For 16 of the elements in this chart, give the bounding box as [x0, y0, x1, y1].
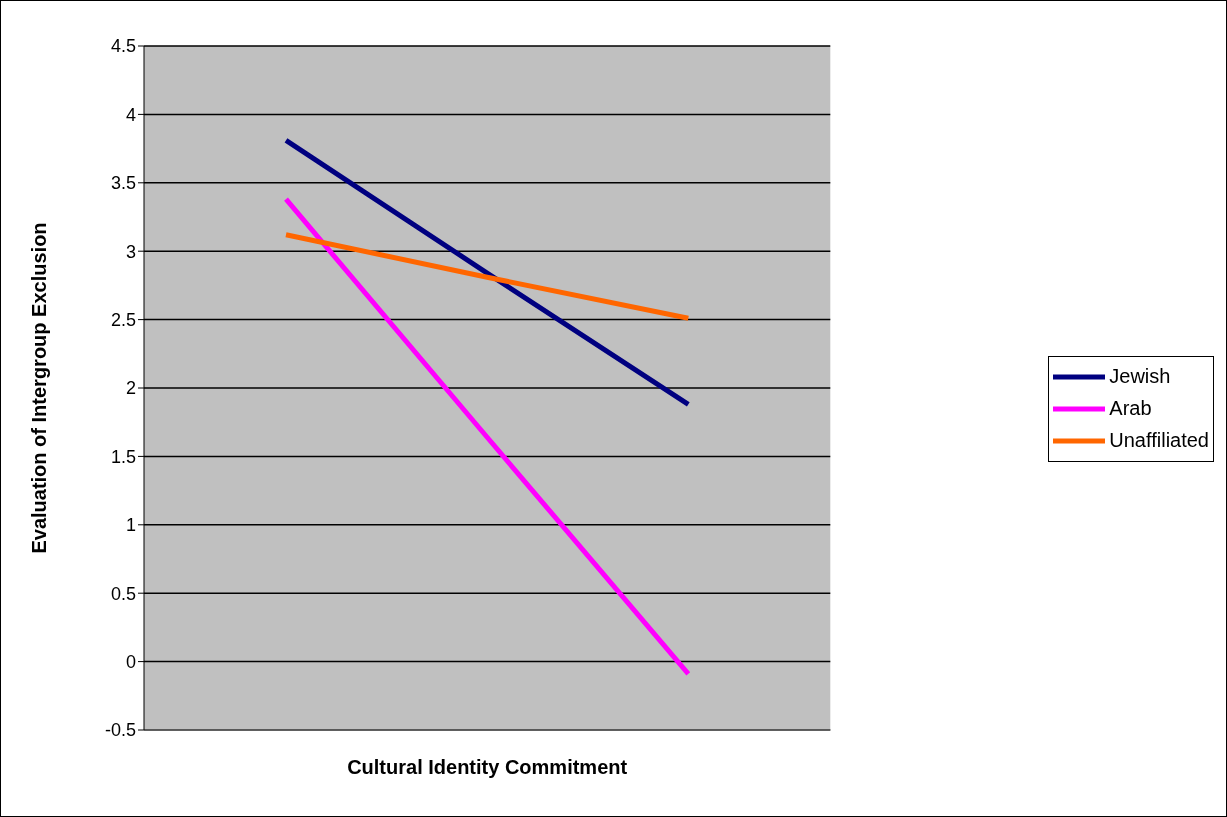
- y-tick-label: 0.5: [110, 583, 136, 604]
- y-tick-label: -0.5: [104, 720, 136, 741]
- x-axis-title: Cultural Identity Commitment: [347, 756, 628, 779]
- y-tick-label: 0: [125, 651, 136, 672]
- y-axis-title: Evaluation of Intergroup Exclusion: [28, 222, 51, 554]
- y-tick-label: 4.5: [110, 36, 136, 57]
- y-tick-label: 1.5: [110, 446, 136, 467]
- y-tick-label: 4: [125, 104, 136, 125]
- legend-label: Unaffiliated: [1109, 429, 1209, 452]
- y-tick-label: 2: [125, 378, 136, 399]
- y-tick-label: 3: [125, 241, 136, 262]
- legend-label: Arab: [1109, 397, 1152, 420]
- legend-label: Jewish: [1109, 365, 1171, 388]
- y-tick-label: 3.5: [110, 173, 136, 194]
- y-tick-label: 2.5: [110, 309, 136, 330]
- y-tick-label: 1: [125, 515, 136, 536]
